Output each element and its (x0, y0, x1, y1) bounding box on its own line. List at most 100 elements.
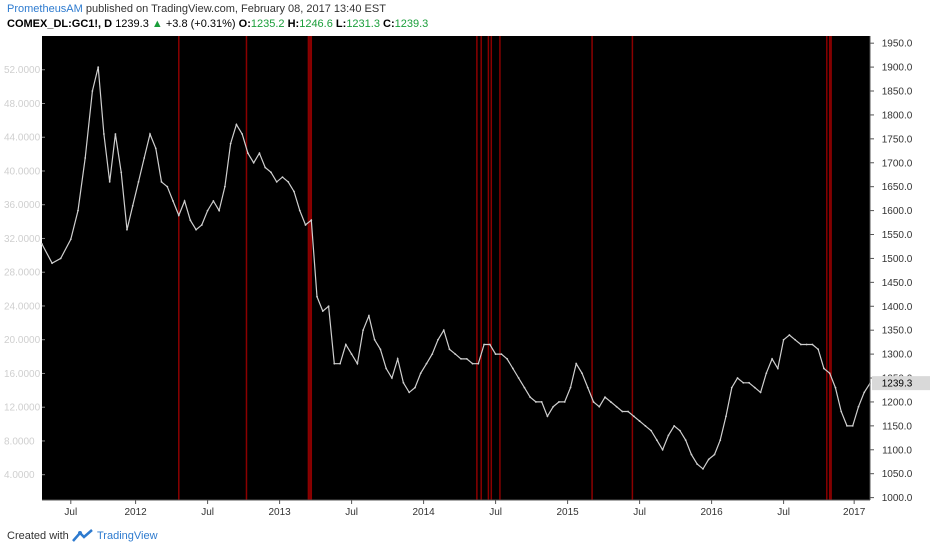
price-point (281, 176, 284, 179)
right-tick-label: 1350.0 (882, 326, 913, 337)
price-point (344, 343, 347, 346)
price-chart[interactable]: 52.0000 48.0000 44.0000 40.0000 36.0000 32.00… (0, 34, 932, 522)
price-point (414, 386, 416, 389)
price-point (828, 372, 831, 375)
price-point (195, 228, 197, 231)
publication-line: PrometheusAM published on TradingView.co… (7, 3, 386, 15)
last-price-tag-label: 1239.3 (882, 379, 913, 390)
price-point (258, 152, 261, 155)
price-point (771, 357, 773, 360)
price-point (707, 458, 710, 461)
close-label: C: (383, 18, 395, 30)
price-point (782, 338, 785, 341)
left-tick-label: 44.0000 (4, 133, 41, 144)
low-label: L: (335, 18, 347, 30)
left-tick-label: 20.0000 (4, 335, 41, 346)
price-point (598, 405, 601, 408)
right-tick-label: 1450.0 (882, 278, 913, 289)
right-tick-label: 1600.0 (882, 206, 913, 217)
price-point (154, 147, 157, 150)
price-point (333, 362, 336, 365)
price-point (247, 152, 249, 155)
price-point (425, 362, 428, 365)
right-tick-label: 1950.0 (882, 39, 913, 50)
price-point (506, 357, 509, 360)
price-point (275, 180, 278, 183)
price-point (402, 381, 405, 384)
price-point (609, 401, 612, 403)
x-tick-label: 2013 (268, 507, 291, 518)
price-point (540, 401, 543, 403)
right-tick-label: 1750.0 (882, 134, 913, 145)
price-point (84, 157, 87, 159)
price-point (794, 338, 797, 341)
price-point (126, 228, 128, 231)
price-point (264, 166, 267, 169)
price-point (350, 353, 353, 356)
price-point (218, 209, 221, 212)
price-point (131, 204, 134, 207)
price-point (483, 343, 485, 346)
created-with-text: Created with (7, 530, 69, 542)
price-point (581, 372, 583, 375)
price-point (396, 357, 399, 360)
right-tick-label: 1700.0 (882, 158, 913, 169)
chart-canvas[interactable]: 52.0000 48.0000 44.0000 40.0000 36.0000 32.00… (0, 34, 932, 522)
price-point (223, 185, 226, 188)
price-point (776, 367, 779, 370)
high-value: 1246.6 (299, 18, 333, 30)
price-point (725, 415, 727, 418)
x-tick-label: Jul (64, 507, 77, 518)
price-point (448, 348, 451, 351)
x-tick-label: Jul (345, 507, 358, 518)
price-point (604, 396, 606, 399)
price-point (206, 209, 209, 212)
quote-line: COMEX_DL:GC1!, D 1239.3 ▲ +3.8 (+0.31%) … (7, 18, 428, 30)
price-point (442, 329, 445, 332)
tradingview-brand[interactable]: TradingView (97, 530, 158, 542)
price-point (817, 348, 820, 351)
author-link[interactable]: PrometheusAM (7, 3, 83, 15)
left-tick-label: 8.0000 (4, 436, 35, 447)
price-point (143, 157, 146, 159)
price-point (316, 295, 318, 298)
price-point (252, 161, 255, 164)
right-tick-label: 1800.0 (882, 110, 913, 121)
price-point (391, 377, 393, 379)
price-point (679, 429, 681, 432)
price-point (753, 386, 756, 389)
price-point (863, 391, 866, 394)
price-point (655, 439, 658, 442)
price-point (327, 305, 330, 308)
right-tick-label: 1500.0 (882, 254, 913, 265)
x-tick-label: Jul (201, 507, 214, 518)
price-point (437, 338, 439, 341)
price-point (488, 343, 491, 346)
tradingview-logo-icon[interactable] (72, 529, 94, 543)
price-point (160, 180, 163, 183)
price-point (149, 133, 151, 135)
open-label: O: (238, 18, 251, 30)
price-point (586, 386, 589, 389)
x-tick-label: 2016 (700, 507, 723, 518)
x-tick-label: Jul (777, 507, 790, 518)
price-point (840, 410, 843, 413)
price-point (511, 367, 514, 370)
left-tick-label: 12.0000 (4, 403, 41, 414)
price-point (759, 391, 762, 394)
price-point (287, 180, 290, 183)
price-point (183, 200, 186, 202)
price-point (805, 343, 808, 346)
price-point (494, 353, 497, 356)
left-tick-label: 36.0000 (4, 200, 41, 211)
price-point (270, 171, 272, 174)
price-point (748, 381, 750, 384)
plot-area[interactable] (42, 36, 870, 500)
price-point (644, 424, 647, 427)
price-point (661, 448, 664, 451)
price-point (103, 133, 105, 135)
up-arrow-icon: ▲ (151, 18, 163, 30)
price-point (431, 353, 434, 356)
price-point (632, 415, 635, 418)
price-point (690, 453, 693, 456)
